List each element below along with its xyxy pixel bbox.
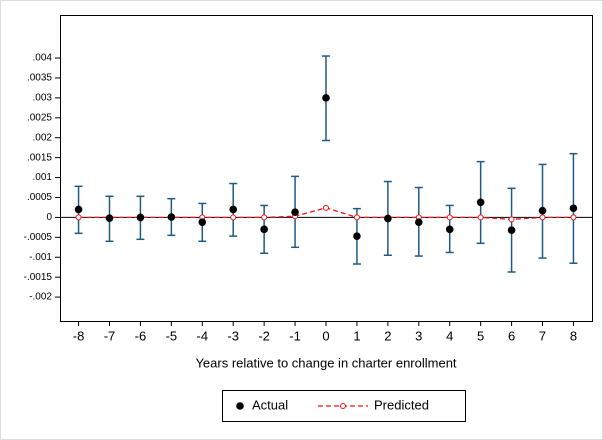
legend-marker [236, 402, 244, 410]
y-tick-label: .0035 [27, 73, 52, 84]
actual-marker [198, 218, 207, 226]
predicted-marker [323, 204, 329, 211]
x-tick-label: -7 [104, 328, 116, 343]
x-tick-label: -2 [258, 328, 270, 343]
actual-marker [74, 205, 83, 214]
y-tick-label: -.0005 [24, 232, 53, 243]
actual-marker [538, 206, 547, 215]
x-tick-label: -4 [196, 328, 208, 343]
actual-marker [414, 218, 423, 226]
predicted-marker [508, 216, 515, 223]
predicted-marker [261, 214, 268, 221]
actual-marker [136, 213, 145, 222]
actual-marker [507, 226, 516, 234]
actual-marker [105, 214, 114, 223]
x-tick-label: 6 [508, 328, 515, 343]
legend-label: Predicted [374, 397, 429, 412]
x-tick-label: -5 [166, 328, 178, 343]
x-tick-label: 0 [322, 328, 329, 343]
actual-marker [167, 213, 176, 221]
predicted-marker [570, 214, 577, 221]
actual-marker [476, 198, 485, 207]
predicted-marker [539, 214, 546, 221]
y-tick-label: .003 [33, 93, 53, 104]
y-tick-label: -.0015 [24, 272, 53, 283]
actual-marker [260, 225, 268, 234]
x-tick-label: 1 [353, 328, 360, 343]
actual-marker [569, 204, 578, 213]
y-tick-label: .0025 [27, 112, 52, 123]
x-tick-label: 7 [539, 328, 546, 343]
y-tick-label: -.001 [29, 252, 52, 263]
y-tick-label: .0015 [27, 152, 52, 163]
y-tick-label: .0005 [27, 192, 52, 203]
predicted-marker [477, 214, 484, 221]
x-tick-label: -6 [135, 328, 147, 343]
x-tick-label: 4 [446, 328, 453, 343]
x-tick-label: -1 [289, 328, 301, 343]
y-tick-label: .001 [33, 172, 53, 183]
x-tick-label: -8 [73, 328, 85, 343]
actual-marker [445, 225, 454, 234]
actual-marker [322, 94, 330, 102]
x-tick-label: 8 [570, 328, 577, 343]
legend-marker [340, 403, 346, 409]
predicted-marker [230, 214, 237, 221]
predicted-marker [446, 214, 453, 221]
y-tick-label: .004 [33, 53, 53, 64]
actual-marker [384, 214, 392, 223]
y-tick-label: 0 [46, 212, 52, 223]
x-tick-label: -3 [227, 328, 239, 343]
x-tick-label: 5 [477, 328, 484, 343]
x-tick-label: 3 [415, 328, 422, 343]
predicted-marker [353, 214, 360, 221]
x-tick-label: 2 [384, 328, 391, 343]
actual-marker [229, 205, 238, 214]
actual-marker [291, 208, 299, 217]
x-axis-label: Years relative to change in charter enro… [195, 355, 456, 370]
y-tick-label: .002 [33, 132, 53, 143]
y-tick-label: -.002 [29, 292, 52, 303]
actual-marker [353, 232, 361, 240]
predicted-marker [75, 214, 82, 221]
legend-label: Actual [252, 397, 288, 412]
